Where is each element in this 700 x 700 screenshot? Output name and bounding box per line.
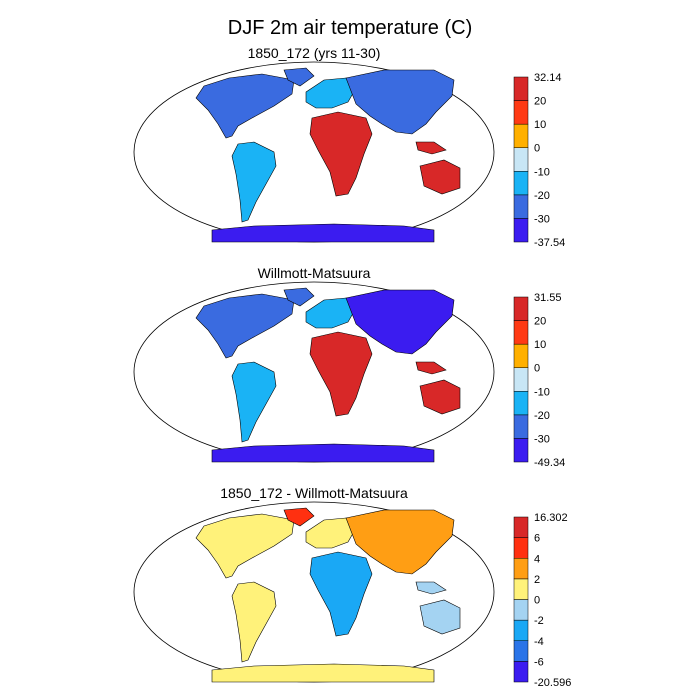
colorbar-label: 0 [534, 143, 540, 155]
continent-southeast-asia [415, 581, 447, 595]
colorbar-swatch [513, 343, 529, 368]
panel-title: 1850_172 (yrs 11-30) [248, 45, 381, 61]
colorbar-label: -20.596 [534, 677, 571, 689]
map [133, 501, 495, 683]
continent-australia [419, 379, 461, 415]
colorbar-label: -2 [534, 615, 544, 627]
colorbar: -49.34 -30 -20 -10 0 10 20 31.55 [513, 292, 565, 469]
colorbar-label: 16.302 [534, 512, 568, 524]
colorbar-label: -49.34 [534, 457, 565, 469]
continent-australia [419, 159, 461, 195]
colorbar-swatch [513, 391, 529, 416]
colorbar-label: -10 [534, 166, 550, 178]
continent-south-america [231, 581, 277, 663]
colorbar-swatch [513, 438, 529, 463]
continent-antarctica [211, 663, 435, 683]
colorbar-label: 10 [534, 339, 546, 351]
colorbar-swatch [513, 218, 529, 243]
continent-europe [305, 517, 357, 549]
continent-southeast-asia [415, 361, 447, 375]
colorbar-swatch [513, 320, 529, 345]
panel-3: 1850_172 - Willmott-Matsuura-20.596-6-4-… [133, 485, 571, 689]
colorbar-swatch [513, 558, 529, 580]
continent-africa [309, 111, 373, 197]
colorbar-label: 4 [534, 553, 540, 565]
colorbar-label: 0 [534, 363, 540, 375]
continent-north-america [195, 73, 295, 139]
colorbar-label: 20 [534, 96, 546, 108]
continent-asia [345, 509, 455, 575]
colorbar-label: 32.14 [534, 72, 562, 84]
panel-2: Willmott-Matsuura -49.34 -30 -20 -10 0 10 20 31.… [133, 265, 565, 469]
colorbar-swatch [513, 414, 529, 439]
continent-greenland [283, 287, 315, 307]
colorbar-label: -20 [534, 190, 550, 202]
colorbar-label: -20 [534, 410, 550, 422]
continent-southeast-asia [415, 141, 447, 155]
colorbar-swatch [513, 147, 529, 172]
continent-europe [305, 297, 357, 329]
colorbar-label: 6 [534, 533, 540, 545]
continent-greenland [283, 507, 315, 527]
colorbar-label: -30 [534, 433, 550, 445]
colorbar-swatch [513, 100, 529, 125]
colorbar-label: 2 [534, 574, 540, 586]
colorbar-label: 31.55 [534, 292, 562, 304]
colorbar-swatch [513, 619, 529, 641]
colorbar-swatch [513, 194, 529, 219]
colorbar-swatch [513, 76, 529, 101]
colorbar-label: -37.54 [534, 237, 565, 249]
continent-asia [345, 69, 455, 135]
panel-title: Willmott-Matsuura [258, 265, 371, 281]
continent-south-america [231, 141, 277, 223]
colorbar-swatch [513, 578, 529, 600]
map [133, 61, 495, 243]
colorbar-swatch [513, 171, 529, 196]
continent-north-america [195, 513, 295, 579]
colorbar-label: 0 [534, 595, 540, 607]
colorbar-swatch [513, 661, 529, 683]
colorbar-label: -4 [534, 636, 544, 648]
continent-antarctica [211, 223, 435, 243]
panels: 1850_172 (yrs 11-30)-37.54-30-20-1001020… [133, 45, 571, 689]
map [133, 281, 495, 463]
continent-africa [309, 331, 373, 417]
panel-title: 1850_172 - Willmott-Matsuura [220, 485, 408, 501]
colorbar-label: -30 [534, 213, 550, 225]
colorbar: -20.596 -6 -4 -2 0 2 4 6 16.302 [513, 512, 571, 689]
continent-australia [419, 599, 461, 635]
continent-asia [345, 289, 455, 355]
figure-title: DJF 2m air temperature (C) [228, 17, 473, 39]
colorbar-label: 10 [534, 119, 546, 131]
continent-greenland [283, 67, 315, 87]
colorbar-label: -6 [534, 656, 544, 668]
panel-1: 1850_172 (yrs 11-30) -37.54 -30 -20 -10 0 10 20… [133, 45, 565, 249]
continent-europe [305, 77, 357, 109]
colorbar-swatch [513, 640, 529, 662]
colorbar-swatch [513, 367, 529, 392]
colorbar: -37.54 -30 -20 -10 0 10 20 32.14 [513, 72, 565, 249]
colorbar-swatch [513, 599, 529, 621]
colorbar-swatch [513, 123, 529, 148]
colorbar-swatch [513, 296, 529, 321]
colorbar-swatch [513, 516, 529, 538]
continent-south-america [231, 361, 277, 443]
continent-north-america [195, 293, 295, 359]
colorbar-swatch [513, 537, 529, 559]
continent-africa [309, 551, 373, 637]
colorbar-label: -10 [534, 386, 550, 398]
continent-antarctica [211, 443, 435, 463]
colorbar-label: 20 [534, 316, 546, 328]
